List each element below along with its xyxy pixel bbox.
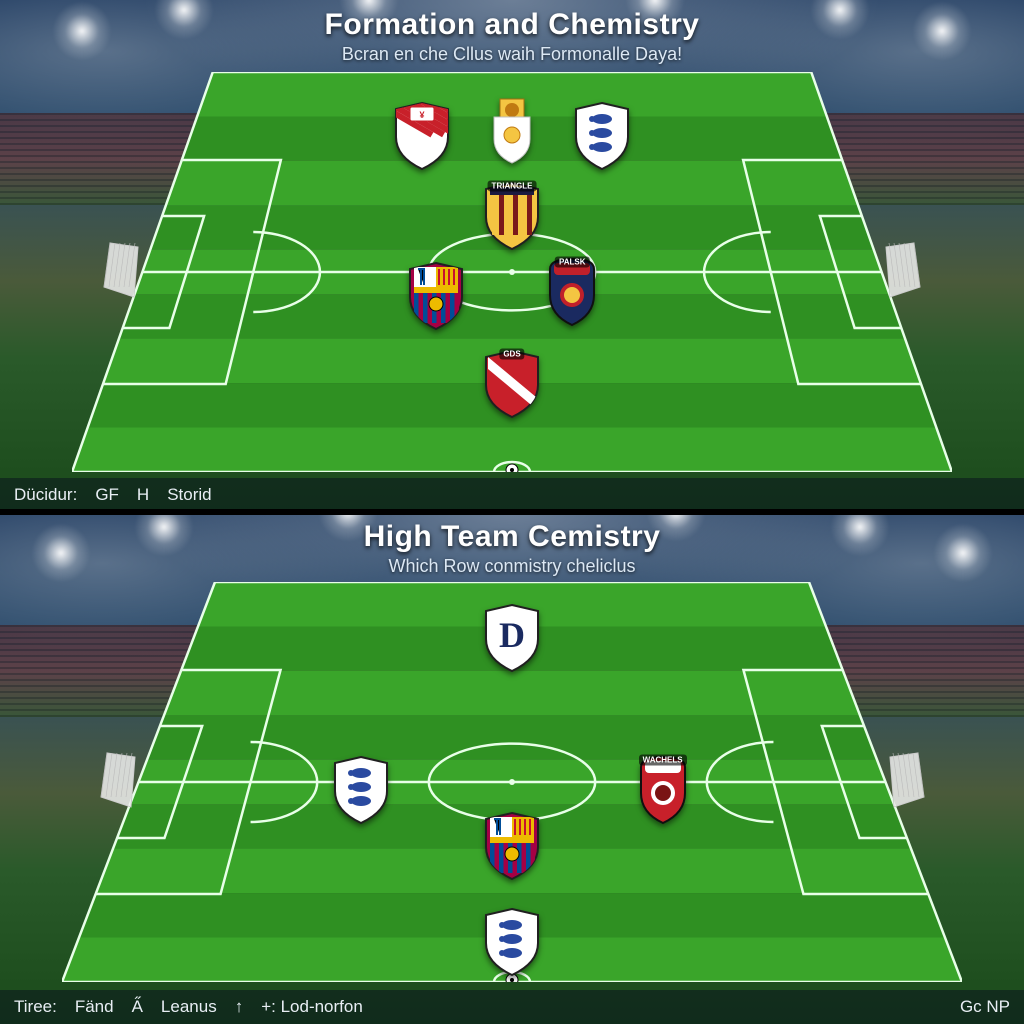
panel-title-block: High Team Cemistry Which Row conmistry c…	[0, 520, 1024, 577]
panel-chemistry: High Team Cemistry Which Row conmistry c…	[0, 512, 1024, 1024]
left-goal	[97, 747, 137, 817]
team-badge[interactable]: D	[480, 601, 544, 675]
bottombar-item[interactable]: Dücidur:	[14, 485, 77, 505]
bottombar-item[interactable]: +: Lod-norfon	[261, 997, 363, 1017]
badge-banner: WACHELS	[639, 755, 687, 766]
right-goal	[884, 237, 924, 307]
bottombar-item[interactable]: Leanus	[161, 997, 217, 1017]
bottombar-item[interactable]: A̋	[132, 997, 143, 1017]
bottom-bar: Dücidur: GF H Storid	[0, 478, 1024, 512]
bottom-bar: Tiree: Fänd A̋ Leanus ↑ +: Lod-norfon Gc NP	[0, 990, 1024, 1024]
badge-banner: PALSK	[555, 257, 590, 268]
team-badge[interactable]	[570, 99, 634, 173]
panel-title-block: Formation and Chemistry Bcran en che Cll…	[0, 8, 1024, 65]
panel-subtitle: Which Row conmistry cheliclus	[0, 556, 1024, 577]
team-badge[interactable]	[329, 753, 393, 827]
panel-formation: Formation and Chemistry Bcran en che Cll…	[0, 0, 1024, 512]
bottombar-item[interactable]: Storid	[167, 485, 211, 505]
panel-divider	[0, 509, 1024, 515]
badge-banner: GDS	[499, 349, 524, 360]
team-badge[interactable]	[404, 259, 468, 333]
team-badge[interactable]: ¥	[390, 99, 454, 173]
bottombar-item[interactable]: H	[137, 485, 149, 505]
badge-banner: TRIANGLE	[488, 181, 537, 192]
team-badge[interactable]	[480, 95, 544, 169]
right-goal	[888, 747, 928, 817]
bottombar-item[interactable]: Gc NP	[960, 997, 1010, 1017]
bottombar-item[interactable]: GF	[95, 485, 119, 505]
screen: Formation and Chemistry Bcran en che Cll…	[0, 0, 1024, 1024]
team-badge[interactable]	[480, 809, 544, 883]
svg-text:¥: ¥	[419, 110, 424, 120]
panel-subtitle: Bcran en che Cllus waih Formonalle Daya!	[0, 44, 1024, 65]
panel-title: Formation and Chemistry	[0, 8, 1024, 42]
panel-title: High Team Cemistry	[0, 520, 1024, 554]
bottombar-item[interactable]: Tiree:	[14, 997, 57, 1017]
bottombar-item[interactable]: ↑	[235, 997, 244, 1017]
bottombar-item[interactable]: Fänd	[75, 997, 114, 1017]
svg-text:D: D	[499, 615, 525, 655]
team-badge[interactable]	[480, 905, 544, 979]
left-goal	[100, 237, 140, 307]
